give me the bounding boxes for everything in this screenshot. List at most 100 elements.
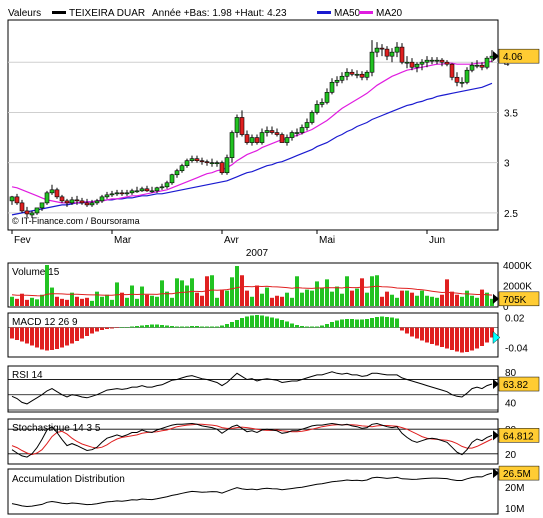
- rsi-panel: RSI 14 806040 63.82: [7, 365, 540, 413]
- candle-body: [84, 202, 90, 206]
- macd-bar: [250, 315, 254, 328]
- macd-bar: [305, 326, 309, 328]
- volume-bar: [305, 289, 309, 306]
- price-panel: 2.5 3 3.5 4 © IT-Finance.com / Boursorama 4…: [7, 19, 540, 231]
- macd-bar: [215, 326, 219, 328]
- volume-bar: [385, 291, 389, 306]
- volume-bar: [260, 293, 264, 306]
- price-panel-frame: [7, 19, 499, 231]
- volume-bar: [90, 300, 94, 306]
- macd-bar: [265, 316, 269, 328]
- stochastic-k-path: [11, 422, 493, 458]
- accumulation-path: [11, 472, 493, 508]
- candle-body: [324, 92, 330, 103]
- macd-bar: [115, 327, 119, 328]
- macd-bar: [365, 319, 369, 328]
- volume-bar: [255, 285, 259, 306]
- candle-body: [214, 162, 220, 164]
- volume-bar: [150, 295, 154, 306]
- volume-bar: [310, 290, 314, 306]
- volume-bar: [60, 298, 64, 306]
- macd-bar: [355, 319, 359, 328]
- candle-body: [379, 47, 385, 50]
- macd-bar: [15, 327, 19, 340]
- macd-bar: [320, 325, 324, 328]
- macd-bar: [315, 326, 319, 328]
- macd-bar: [310, 326, 314, 328]
- macd-bar: [180, 326, 184, 328]
- candle-body: [304, 122, 310, 128]
- volume-bar: [230, 277, 234, 306]
- volume-bar: [410, 292, 414, 306]
- accumulation-y-ticks: 20M 10M: [505, 483, 524, 515]
- macd-bar: [80, 327, 84, 339]
- candle-body: [299, 127, 305, 133]
- candle-body: [224, 157, 230, 174]
- security-legend-swatch: [52, 11, 66, 14]
- volume-bar: [280, 296, 284, 306]
- macd-bar: [390, 317, 394, 328]
- volume-bar: [270, 297, 274, 306]
- volume-y-tick-label: 2000K: [503, 282, 532, 293]
- macd-bar: [280, 320, 284, 328]
- x-axis: 2007 Fev Mar Avr Mai Jun: [11, 230, 445, 259]
- candle-body: [314, 104, 320, 113]
- macd-bar: [460, 327, 464, 353]
- macd-bar: [470, 327, 474, 351]
- candle-body: [219, 162, 225, 174]
- candle-body: [329, 81, 335, 93]
- candle-body: [309, 112, 315, 123]
- volume-bar: [365, 292, 369, 306]
- volume-bar: [290, 297, 294, 306]
- accumulation-label: Accumulation Distribution: [12, 474, 125, 485]
- candle-body: [274, 132, 280, 135]
- volume-bar: [285, 292, 289, 306]
- stochastic-panel-frame: [7, 418, 499, 465]
- candle-body: [184, 160, 190, 166]
- price-gridlines: [8, 61, 498, 214]
- macd-bar: [270, 317, 274, 328]
- candle-body: [264, 130, 270, 133]
- security-name: TEIXEIRA DUAR: [69, 8, 145, 19]
- macd-bar: [140, 325, 144, 328]
- macd-bar: [195, 326, 199, 328]
- macd-bar: [125, 327, 129, 328]
- candle-body: [369, 51, 375, 73]
- volume-bar: [455, 294, 459, 306]
- volume-y-tick-label: 0: [503, 302, 509, 313]
- candle-body: [49, 189, 55, 194]
- candle-body: [54, 189, 60, 198]
- candle-body: [259, 132, 265, 143]
- candle-body: [149, 190, 155, 193]
- macd-bar: [50, 327, 54, 350]
- volume-bar: [195, 292, 199, 306]
- macd-bar: [40, 327, 44, 350]
- macd-bar: [425, 327, 429, 343]
- volume-bar: [50, 287, 54, 306]
- price-y-ticks: 2.5 3 3.5 4: [504, 58, 518, 220]
- candle-body: [249, 137, 255, 143]
- macd-bar: [150, 324, 154, 328]
- macd-bar: [65, 327, 69, 346]
- volume-bar: [300, 292, 304, 306]
- volume-bar: [430, 296, 434, 306]
- volume-bar: [215, 297, 219, 306]
- volume-bar: [190, 278, 194, 306]
- candle-body: [284, 137, 290, 143]
- volume-bar: [345, 276, 349, 306]
- volume-bar: [325, 279, 329, 306]
- macd-bar: [480, 327, 484, 346]
- candle-body: [404, 61, 410, 64]
- macd-bar: [285, 321, 289, 328]
- macd-bar: [325, 324, 329, 328]
- year-range: Année +Bas: 1.98 +Haut: 4.23: [152, 8, 287, 19]
- volume-bar: [85, 297, 89, 306]
- macd-bar: [85, 327, 89, 336]
- candle-body: [29, 212, 35, 216]
- candle-body: [269, 130, 275, 133]
- accumulation-y-tick-label: 20M: [505, 483, 524, 494]
- volume-bar: [400, 290, 404, 306]
- candle-body: [279, 134, 285, 143]
- macd-bar: [155, 324, 159, 328]
- macd-bar: [430, 327, 434, 344]
